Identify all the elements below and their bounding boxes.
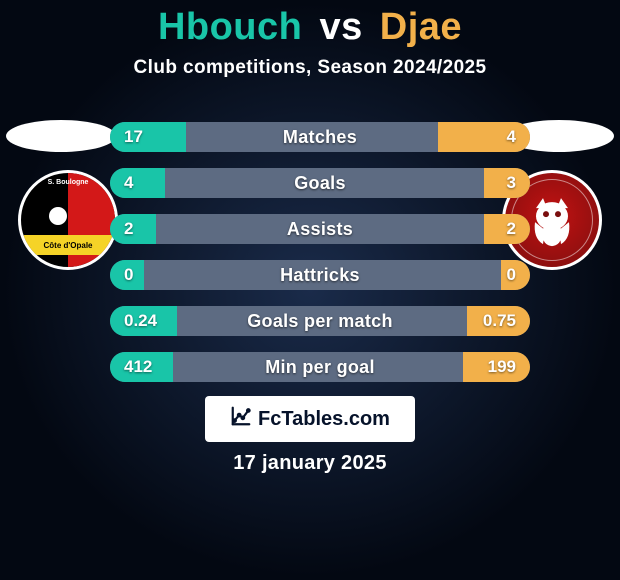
stat-row: 43Goals [110, 168, 530, 198]
stat-label: Hattricks [110, 260, 530, 290]
date-text: 17 january 2025 [0, 452, 620, 475]
player1-name: Hbouch [158, 6, 302, 48]
stat-label: Assists [110, 214, 530, 244]
pedestal-left [6, 120, 116, 152]
comparison-title: Hbouch vs Djae [0, 0, 620, 49]
stat-row: 0.240.75Goals per match [110, 306, 530, 336]
stat-row: 412199Min per goal [110, 352, 530, 382]
owl-icon [527, 194, 577, 248]
stat-row: 174Matches [110, 122, 530, 152]
stat-label: Goals [110, 168, 530, 198]
branding-badge: FcTables.com [205, 396, 415, 442]
subtitle: Club competitions, Season 2024/2025 [0, 57, 620, 79]
stat-label: Goals per match [110, 306, 530, 336]
stat-label: Matches [110, 122, 530, 152]
crest-left-top-text: S. Boulogne [21, 179, 115, 186]
stats-table: 174Matches 43Goals 22Assists 00Hattricks 0.2… [110, 122, 530, 398]
club-crest-left: S. Boulogne Côte d'Opale [18, 170, 118, 270]
stat-row: 00Hattricks [110, 260, 530, 290]
stat-row: 22Assists [110, 214, 530, 244]
chart-icon [230, 405, 252, 433]
vs-text: vs [319, 6, 362, 48]
crest-left-banner: Côte d'Opale [18, 235, 118, 255]
stat-label: Min per goal [110, 352, 530, 382]
player2-name: Djae [380, 6, 462, 48]
branding-text: FcTables.com [258, 408, 390, 431]
